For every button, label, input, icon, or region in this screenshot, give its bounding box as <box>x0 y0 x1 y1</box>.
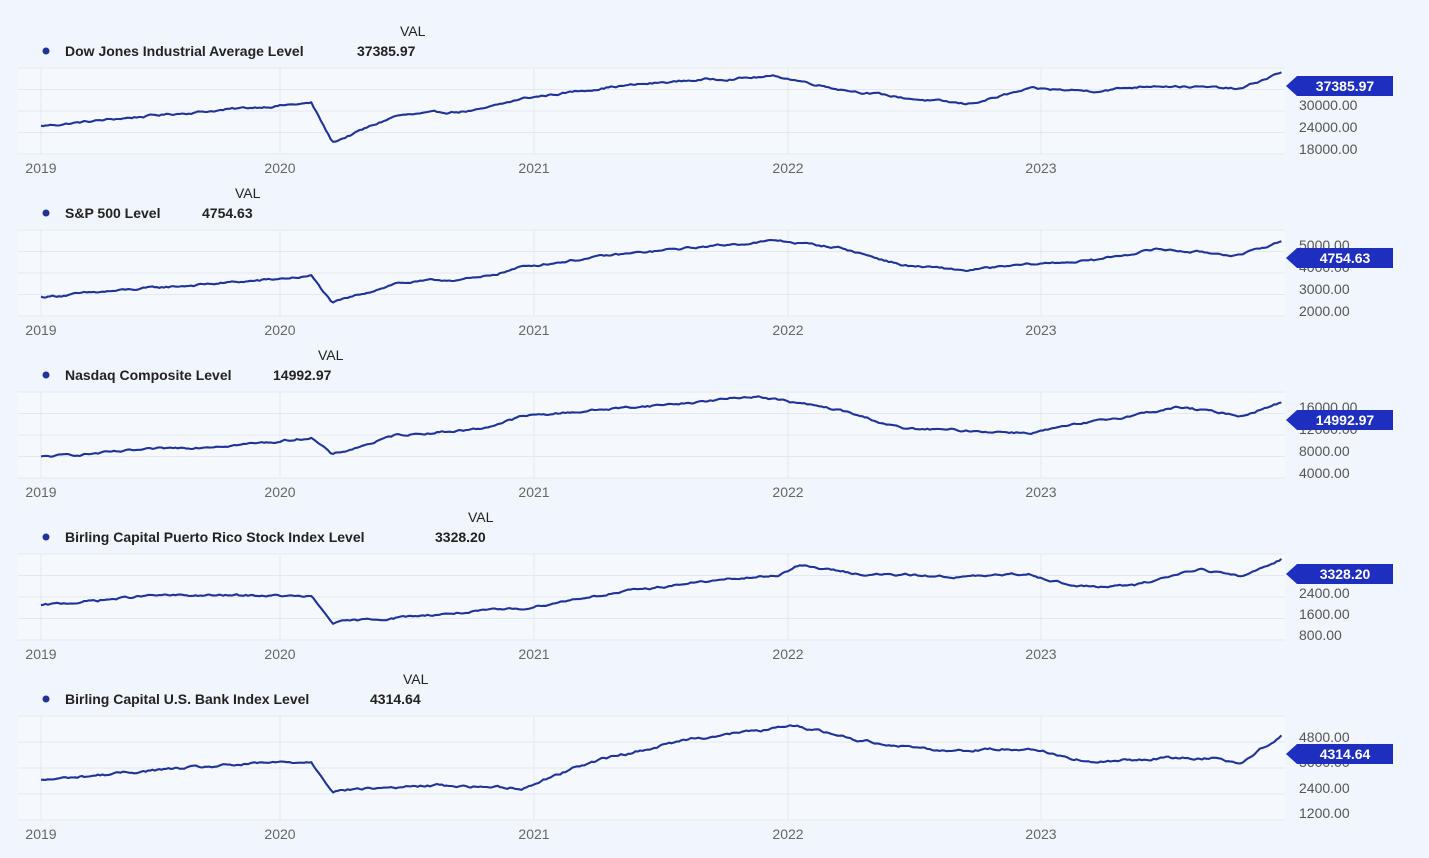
legend-series-name: Birling Capital U.S. Bank Index Level <box>65 691 309 707</box>
legend-marker <box>42 371 50 379</box>
legend-series-value: 37385.97 <box>357 43 416 59</box>
x-tick-label: 2022 <box>772 484 803 500</box>
x-tick-label: 2021 <box>518 826 549 842</box>
x-tick-label: 2023 <box>1025 160 1056 176</box>
y-tick-label: 4000.00 <box>1299 465 1350 481</box>
last-value-tag <box>1286 248 1393 268</box>
series-line <box>40 558 1283 625</box>
last-value-tag-label: 4754.63 <box>1320 250 1371 266</box>
y-tick-label: 30000.00 <box>1299 97 1358 113</box>
value-header: VAL <box>468 509 494 525</box>
legend-series-name: Dow Jones Industrial Average Level <box>65 43 304 59</box>
legend-marker <box>42 209 50 217</box>
series-line <box>40 724 1283 794</box>
value-header: VAL <box>403 671 429 687</box>
x-tick-label: 2023 <box>1025 484 1056 500</box>
last-value-tag-label: 37385.97 <box>1316 78 1375 94</box>
value-header: VAL <box>318 347 344 363</box>
legend-series-name: S&P 500 Level <box>65 205 160 221</box>
x-tick-label: 2020 <box>264 160 295 176</box>
x-tick-label: 2019 <box>25 826 56 842</box>
series-line <box>40 71 1282 143</box>
y-tick-label: 2400.00 <box>1299 780 1350 796</box>
x-tick-label: 2022 <box>772 160 803 176</box>
x-tick-label: 2019 <box>25 484 56 500</box>
legend-series-value: 14992.97 <box>273 367 332 383</box>
x-tick-label: 2021 <box>518 160 549 176</box>
series-line <box>40 395 1282 458</box>
legend-marker <box>42 695 50 703</box>
x-tick-label: 2019 <box>25 646 56 662</box>
last-value-tag-label: 3328.20 <box>1320 566 1371 582</box>
legend-series-value: 3328.20 <box>435 529 486 545</box>
legend-series-name: Nasdaq Composite Level <box>65 367 232 383</box>
y-tick-label: 8000.00 <box>1299 443 1350 459</box>
x-tick-label: 2023 <box>1025 322 1056 338</box>
x-tick-label: 2020 <box>264 646 295 662</box>
value-header: VAL <box>400 23 426 39</box>
x-tick-label: 2019 <box>25 160 56 176</box>
x-tick-label: 2021 <box>518 322 549 338</box>
last-value-tag <box>1286 410 1393 430</box>
x-tick-label: 2020 <box>264 322 295 338</box>
y-tick-label: 18000.00 <box>1299 141 1358 157</box>
y-tick-label: 1600.00 <box>1299 606 1350 622</box>
x-tick-label: 2021 <box>518 646 549 662</box>
x-tick-label: 2022 <box>772 322 803 338</box>
y-tick-label: 4800.00 <box>1299 729 1350 745</box>
x-tick-label: 2019 <box>25 322 56 338</box>
x-tick-label: 2020 <box>264 826 295 842</box>
last-value-tag-label: 14992.97 <box>1316 412 1375 428</box>
chart-panel: VAL Birling Capital Puerto Rico Stock Ind… <box>18 509 1393 662</box>
x-tick-label: 2020 <box>264 484 295 500</box>
x-tick-label: 2022 <box>772 826 803 842</box>
chart-panel: VAL Dow Jones Industrial Average Level 373… <box>18 23 1393 176</box>
y-tick-label: 2400.00 <box>1299 585 1350 601</box>
legend-series-value: 4754.63 <box>202 205 253 221</box>
x-tick-label: 2022 <box>772 646 803 662</box>
x-tick-label: 2023 <box>1025 646 1056 662</box>
series-line <box>40 238 1282 304</box>
y-tick-label: 800.00 <box>1299 627 1342 643</box>
last-value-tag <box>1286 76 1393 96</box>
last-value-tag <box>1286 564 1393 584</box>
legend-series-value: 4314.64 <box>370 691 421 707</box>
chart-panel: VAL Birling Capital U.S. Bank Index Level… <box>18 671 1393 842</box>
legend-series-name: Birling Capital Puerto Rico Stock Index … <box>65 529 365 545</box>
legend-marker <box>42 533 50 541</box>
y-tick-label: 2000.00 <box>1299 303 1350 319</box>
legend-marker <box>42 47 50 55</box>
y-tick-label: 24000.00 <box>1299 119 1358 135</box>
x-tick-label: 2021 <box>518 484 549 500</box>
x-tick-label: 2023 <box>1025 826 1056 842</box>
last-value-tag <box>1286 744 1393 764</box>
y-tick-label: 1200.00 <box>1299 805 1350 821</box>
y-tick-label: 3000.00 <box>1299 281 1350 297</box>
value-header: VAL <box>235 185 261 201</box>
last-value-tag-label: 4314.64 <box>1320 746 1371 762</box>
